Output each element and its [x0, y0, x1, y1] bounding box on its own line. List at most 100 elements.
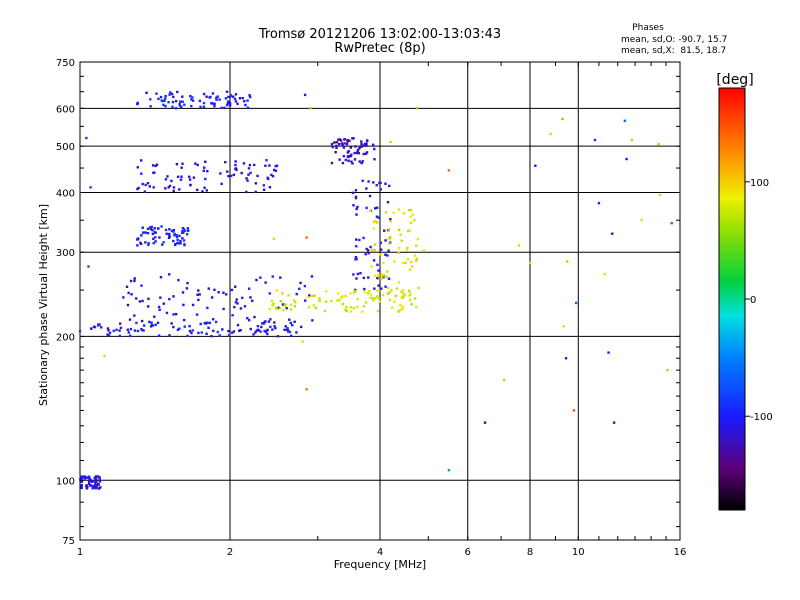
echo-trace-point	[168, 93, 171, 96]
echo-trace-point	[409, 208, 413, 212]
echo-trace-point	[259, 276, 262, 279]
echo-trace-point	[166, 175, 169, 178]
echo-trace-point	[279, 299, 283, 303]
phases-x-stats: mean, sd,X: 81.5, 18.7	[621, 46, 726, 56]
echo-trace-point	[413, 219, 416, 222]
echo-trace-point	[363, 142, 367, 146]
echo-trace-point	[351, 162, 354, 165]
echo-trace-point	[379, 241, 382, 245]
echo-trace-point	[218, 98, 221, 101]
echo-trace-point	[261, 322, 264, 325]
echo-trace-point	[336, 292, 340, 295]
echo-trace-point	[129, 327, 133, 331]
echo-trace-point	[172, 325, 175, 329]
echo-trace-point	[126, 303, 130, 307]
echo-trace-point	[293, 305, 297, 308]
echo-trace-point	[394, 294, 397, 298]
echo-trace-point	[379, 181, 382, 184]
scatter-point	[574, 301, 578, 305]
scatter-point	[561, 117, 564, 121]
echo-trace-point	[150, 225, 153, 229]
echo-trace-point	[268, 307, 271, 311]
echo-trace-point	[246, 179, 249, 182]
echo-trace-point	[202, 92, 206, 96]
echo-trace-point	[376, 263, 379, 267]
echo-trace-point	[234, 285, 237, 288]
echo-trace-point	[218, 334, 221, 337]
echo-trace-point	[136, 238, 139, 241]
echo-trace-point	[338, 299, 341, 302]
echo-trace-point	[273, 325, 276, 328]
echo-trace-point	[380, 277, 383, 281]
echo-trace-point	[299, 325, 303, 329]
scatter-point	[603, 272, 606, 276]
echo-trace-point	[178, 103, 181, 106]
echo-trace-point	[369, 209, 372, 213]
echo-trace-point	[230, 174, 233, 178]
echo-trace-point	[158, 308, 161, 312]
echo-trace-point	[172, 186, 176, 189]
y-tick-label: 750	[56, 58, 75, 69]
echo-trace-point	[234, 160, 237, 163]
echo-trace-point	[226, 170, 229, 173]
echo-trace-point	[270, 173, 273, 177]
echo-trace-point	[164, 94, 167, 98]
echo-trace-point	[107, 329, 110, 332]
echo-trace-point	[388, 237, 391, 240]
echo-trace-point	[279, 307, 282, 310]
echo-trace-point	[265, 159, 268, 162]
echo-trace-point	[172, 239, 175, 243]
echo-trace-point	[325, 290, 328, 293]
echo-trace-point	[354, 196, 358, 200]
echo-trace-point	[200, 331, 203, 334]
echo-trace-point	[213, 288, 216, 292]
echo-trace-point	[154, 323, 157, 327]
echo-trace-point	[365, 139, 369, 142]
echo-trace-point	[349, 154, 353, 158]
echo-trace-point	[342, 146, 346, 149]
echo-trace-point	[239, 328, 242, 332]
echo-trace-point	[387, 228, 391, 231]
echo-trace-point	[203, 321, 206, 325]
echo-trace-point	[227, 95, 230, 99]
scatter-point	[502, 378, 506, 382]
echo-trace-point	[377, 289, 380, 293]
echo-trace-point	[94, 475, 98, 478]
echo-trace-point	[361, 310, 364, 313]
echo-trace-point	[188, 324, 191, 328]
echo-trace-point	[366, 249, 370, 252]
y-tick-label: 400	[56, 188, 75, 199]
echo-trace-point	[249, 171, 252, 175]
echo-trace-point	[273, 168, 276, 172]
echo-trace-point	[227, 334, 231, 337]
echo-trace-point	[264, 281, 267, 284]
echo-trace-point	[372, 259, 376, 262]
echo-trace-point	[97, 483, 100, 486]
echo-trace-point	[176, 328, 180, 331]
echo-trace-point	[386, 254, 389, 257]
echo-trace-point	[172, 228, 175, 232]
echo-trace-point	[207, 287, 211, 290]
echo-trace-point	[385, 275, 389, 279]
echo-trace-point	[234, 93, 238, 96]
echo-trace-point	[401, 288, 405, 292]
echo-trace-point	[140, 172, 143, 175]
echo-trace-point	[266, 176, 269, 180]
echo-trace-point	[118, 334, 121, 338]
echo-trace-point	[256, 324, 260, 328]
echo-trace-point	[397, 310, 400, 313]
echo-trace-point	[233, 97, 237, 101]
scatter-point	[565, 260, 569, 263]
echo-trace-point	[397, 251, 400, 254]
echo-trace-point	[406, 246, 409, 250]
echo-trace-point	[276, 335, 280, 338]
echo-trace-point	[213, 104, 216, 108]
echo-trace-point	[106, 327, 110, 330]
echo-trace-point	[80, 480, 83, 483]
echo-trace-point	[94, 485, 97, 489]
echo-trace-point	[245, 190, 248, 194]
echo-trace-point	[358, 238, 361, 242]
echo-trace-point	[152, 241, 155, 245]
echo-trace-point	[174, 99, 178, 103]
echo-trace-point	[386, 292, 390, 296]
